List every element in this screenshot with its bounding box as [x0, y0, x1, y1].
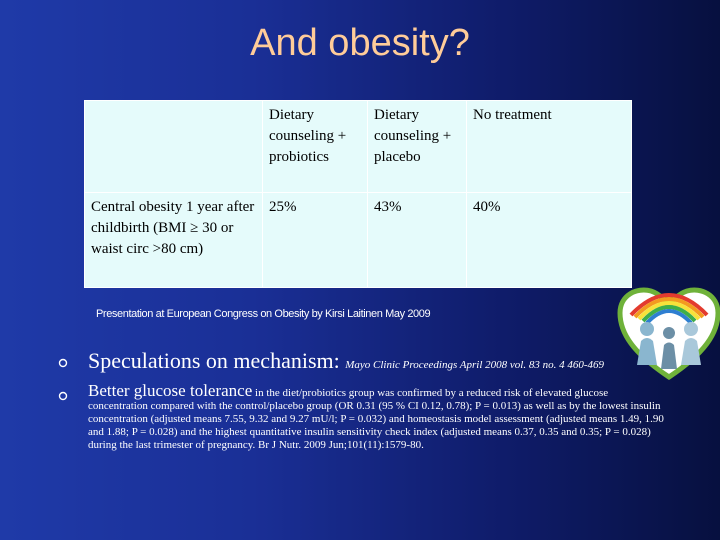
table-header-row: Dietary counseling + probiotics Dietary …	[84, 100, 632, 193]
bullet-ring-icon	[58, 358, 68, 368]
value-no-treatment: 40%	[466, 192, 632, 288]
citation-note: Presentation at European Congress on Obe…	[96, 308, 431, 320]
value-probiotics: 25%	[262, 192, 368, 288]
slide-title: And obesity?	[250, 22, 470, 64]
bullet-mechanism: Speculations on mechanism: Mayo Clinic P…	[88, 348, 604, 374]
bullet-glucose-detail: in the diet/probiotics group was confirm…	[88, 387, 664, 451]
bullet-ring-icon	[58, 391, 68, 401]
header-cell-probiotics: Dietary counseling + probiotics	[262, 100, 368, 193]
header-cell-empty	[84, 100, 263, 193]
row-label-central-obesity: Central obesity 1 year after childbirth …	[84, 192, 263, 288]
family-logo-icon	[617, 287, 720, 381]
header-cell-placebo: Dietary counseling + placebo	[367, 100, 467, 193]
value-placebo: 43%	[367, 192, 467, 288]
bullet-mechanism-reference: Mayo Clinic Proceedings April 2008 vol. …	[345, 359, 605, 371]
bullet-glucose: Better glucose tolerance in the diet/pro…	[88, 381, 666, 452]
bullet-glucose-heading: Better glucose tolerance	[88, 381, 253, 400]
bullet-mechanism-heading: Speculations on mechanism:	[88, 348, 340, 373]
header-cell-no-treatment: No treatment	[466, 100, 632, 193]
results-table: Dietary counseling + probiotics Dietary …	[84, 100, 632, 288]
table-row: Central obesity 1 year after childbirth …	[84, 192, 632, 288]
